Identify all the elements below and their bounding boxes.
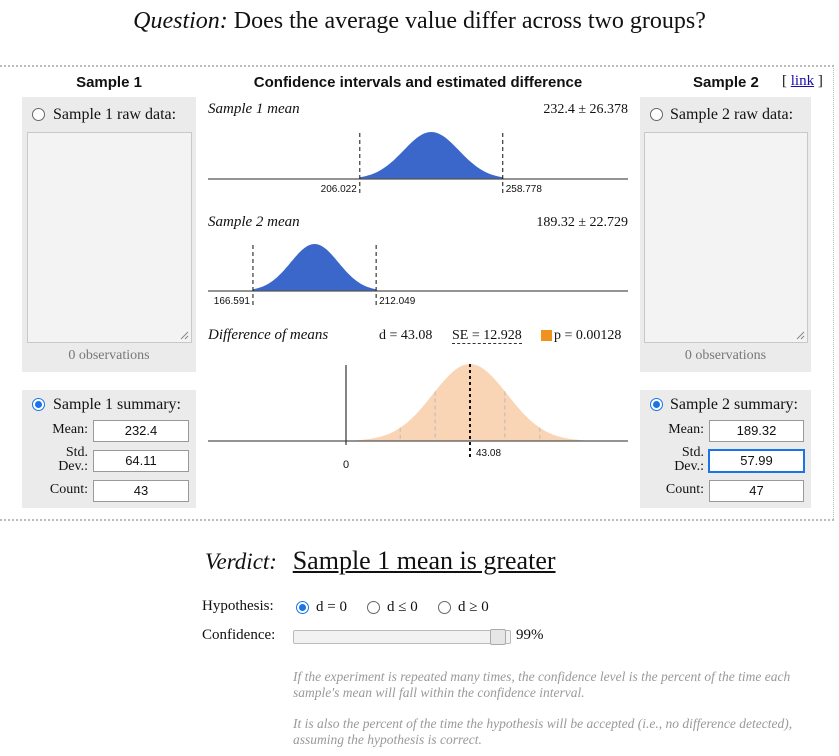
sample2-raw-radio[interactable] bbox=[650, 108, 663, 121]
sample1-summary-label: Sample 1 summary: bbox=[53, 396, 181, 413]
sample2-count-input[interactable]: 47 bbox=[709, 480, 804, 502]
sample1-summary-panel: Sample 1 summary: Mean: 232.4 Std. Dev.:… bbox=[22, 390, 196, 508]
comparison-tool bbox=[0, 65, 834, 521]
verdict-label: Verdict: bbox=[205, 549, 277, 574]
resize-grip-icon[interactable] bbox=[795, 330, 805, 340]
sample2-raw-label: Sample 2 raw data: bbox=[670, 106, 794, 123]
sample2-header: Sample 2 bbox=[693, 74, 759, 91]
diff-se-stat: SE = 12.928 bbox=[452, 328, 522, 344]
mean2-density-curve bbox=[253, 244, 377, 291]
hypothesis-radio-2[interactable] bbox=[438, 601, 451, 614]
sample2-count-label: Count: bbox=[665, 482, 704, 497]
hypothesis-option-label-2: d ≥ 0 bbox=[458, 599, 489, 615]
sample2-raw-panel: Sample 2 raw data: 0 observations bbox=[640, 97, 811, 372]
sample1-std-label-line2: Dev.: bbox=[58, 459, 88, 474]
sample1-count-label: Count: bbox=[49, 482, 88, 497]
sample2-std-label-line1: Std. bbox=[681, 445, 704, 460]
diff-zero-label: 0 bbox=[343, 459, 349, 470]
sample2-observations: 0 observations bbox=[684, 348, 767, 363]
link-bracket-open: [ bbox=[782, 73, 787, 89]
verdict-value: Sample 1 mean is greater bbox=[292, 546, 556, 575]
sample1-raw-panel: Sample 1 raw data: 0 observations bbox=[22, 97, 196, 372]
confidence-label: Confidence: bbox=[202, 627, 276, 643]
sample2-std-input[interactable]: 57.99 bbox=[709, 450, 804, 472]
question-text: Does the average value differ across two… bbox=[233, 8, 706, 34]
verdict: Verdict: Sample 1 mean is greater bbox=[205, 546, 556, 576]
sample2-link-wrap: [ link ] bbox=[782, 73, 823, 90]
p-value-marker bbox=[541, 330, 552, 341]
question-heading: Question: Does the average value differ … bbox=[0, 8, 839, 35]
ci-charts: 206.022 258.778 166.591 212.049 0 43.08 bbox=[208, 132, 638, 470]
sample2-raw-textarea[interactable] bbox=[644, 132, 808, 343]
sample1-mean-label: Mean: bbox=[52, 422, 88, 437]
sample2-std-label-line2: Dev.: bbox=[674, 459, 704, 474]
mean2-ci-low-label: 166.591 bbox=[214, 296, 251, 307]
diff-p-stat: p = 0.00128 bbox=[554, 328, 622, 343]
sample2-std-label: Std. Dev.: bbox=[640, 446, 704, 474]
mean2-ci-high-label: 212.049 bbox=[379, 296, 416, 307]
sample2-mean-label: Mean: bbox=[668, 422, 704, 437]
hypothesis-radio-0[interactable] bbox=[296, 601, 309, 614]
diff-d-stat: d = 43.08 bbox=[379, 328, 433, 343]
sample1-raw-radio[interactable] bbox=[32, 108, 45, 121]
diff-title: Difference of means bbox=[208, 327, 329, 343]
hypothesis-label: Hypothesis: bbox=[202, 598, 274, 614]
sample1-summary-radio[interactable] bbox=[32, 398, 45, 411]
mean1-density-curve bbox=[359, 132, 503, 179]
mean1-ci-low-label: 206.022 bbox=[321, 184, 358, 195]
confidence-slider[interactable] bbox=[293, 629, 511, 645]
sample1-raw-textarea[interactable] bbox=[27, 132, 192, 343]
sample1-observations: 0 observations bbox=[68, 348, 150, 363]
mean2-title: Sample 2 mean bbox=[208, 214, 300, 230]
sample1-mean-input[interactable]: 232.4 bbox=[93, 420, 189, 442]
sample1-count-input[interactable]: 43 bbox=[93, 480, 189, 502]
hypothesis-radio-1[interactable] bbox=[367, 601, 380, 614]
sample1-std-label-line1: Std. bbox=[65, 445, 88, 460]
diff-mean-label: 43.08 bbox=[476, 448, 501, 459]
confidence-note-1: If the experiment is repeated many times… bbox=[293, 669, 791, 700]
sample1-std-input[interactable]: 64.11 bbox=[93, 450, 189, 472]
hypothesis-option-label-1: d ≤ 0 bbox=[387, 599, 418, 615]
mean1-stat: 232.4 ± 26.378 bbox=[543, 102, 628, 117]
mean1-title: Sample 1 mean bbox=[208, 101, 300, 117]
resize-grip-icon[interactable] bbox=[179, 330, 189, 340]
share-link[interactable]: link bbox=[790, 73, 815, 89]
sample2-summary-panel: Sample 2 summary: Mean: 189.32 Std. Dev.… bbox=[640, 390, 811, 508]
hypothesis-option-label-0: d = 0 bbox=[316, 599, 347, 615]
center-header: Confidence intervals and estimated diffe… bbox=[253, 74, 583, 91]
sample2-summary-label: Sample 2 summary: bbox=[670, 396, 798, 413]
confidence-value: 99% bbox=[516, 627, 544, 643]
sample2-mean-input[interactable]: 189.32 bbox=[709, 420, 804, 442]
sample1-std-label: Std. Dev.: bbox=[22, 446, 88, 474]
sample1-raw-label: Sample 1 raw data: bbox=[53, 106, 177, 123]
mean1-ci-high-label: 258.778 bbox=[506, 184, 543, 195]
link-bracket-close: ] bbox=[817, 73, 823, 89]
confidence-note-2: It is also the percent of the time the h… bbox=[293, 716, 793, 747]
sample2-summary-radio[interactable] bbox=[650, 398, 663, 411]
mean2-stat: 189.32 ± 22.729 bbox=[536, 215, 628, 230]
sample1-header: Sample 1 bbox=[76, 74, 142, 91]
confidence-slider-thumb[interactable] bbox=[490, 629, 506, 645]
question-prefix: Question: bbox=[133, 8, 228, 34]
